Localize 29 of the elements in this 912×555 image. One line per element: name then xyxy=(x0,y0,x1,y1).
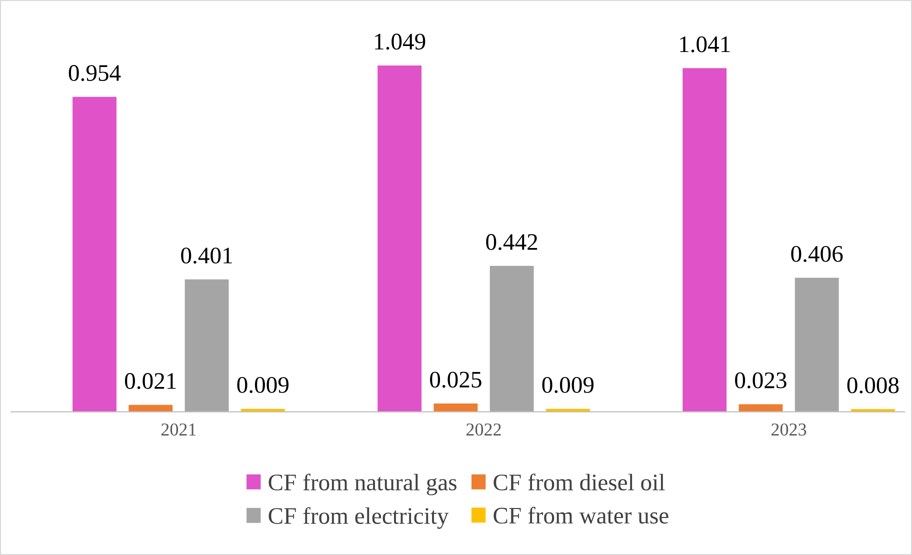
data-label: 0.025 xyxy=(430,372,482,388)
legend-label: CF from electricity xyxy=(268,507,449,529)
bar xyxy=(434,404,478,412)
data-label: 1.049 xyxy=(375,34,426,50)
data-label: 0.021 xyxy=(124,373,176,390)
x-tick-label: 2021 xyxy=(161,423,196,436)
legend-label: CF from water use xyxy=(494,506,668,524)
legend-label: CF from natural gas xyxy=(268,474,456,496)
legend-label: CF from diesel oil xyxy=(494,474,665,490)
data-label: 1.041 xyxy=(680,36,730,52)
data-label: 0.008 xyxy=(847,377,899,394)
bar xyxy=(794,278,839,412)
x-tick-label: 2022 xyxy=(466,423,501,436)
bar xyxy=(378,66,422,412)
bar xyxy=(738,404,783,412)
bar xyxy=(72,96,116,412)
bar xyxy=(184,279,229,412)
data-label: 0.009 xyxy=(237,377,288,394)
bar xyxy=(851,409,895,412)
data-label: 0.009 xyxy=(542,377,594,394)
bar xyxy=(128,404,173,412)
bar xyxy=(682,68,727,412)
data-label: 0.442 xyxy=(486,234,538,250)
x-tick-label: 2023 xyxy=(772,423,806,436)
data-label: 0.954 xyxy=(68,65,121,82)
data-label: 0.023 xyxy=(735,372,786,388)
data-label: 0.406 xyxy=(791,246,843,262)
bar xyxy=(490,266,534,412)
data-label: 0.401 xyxy=(181,248,232,264)
